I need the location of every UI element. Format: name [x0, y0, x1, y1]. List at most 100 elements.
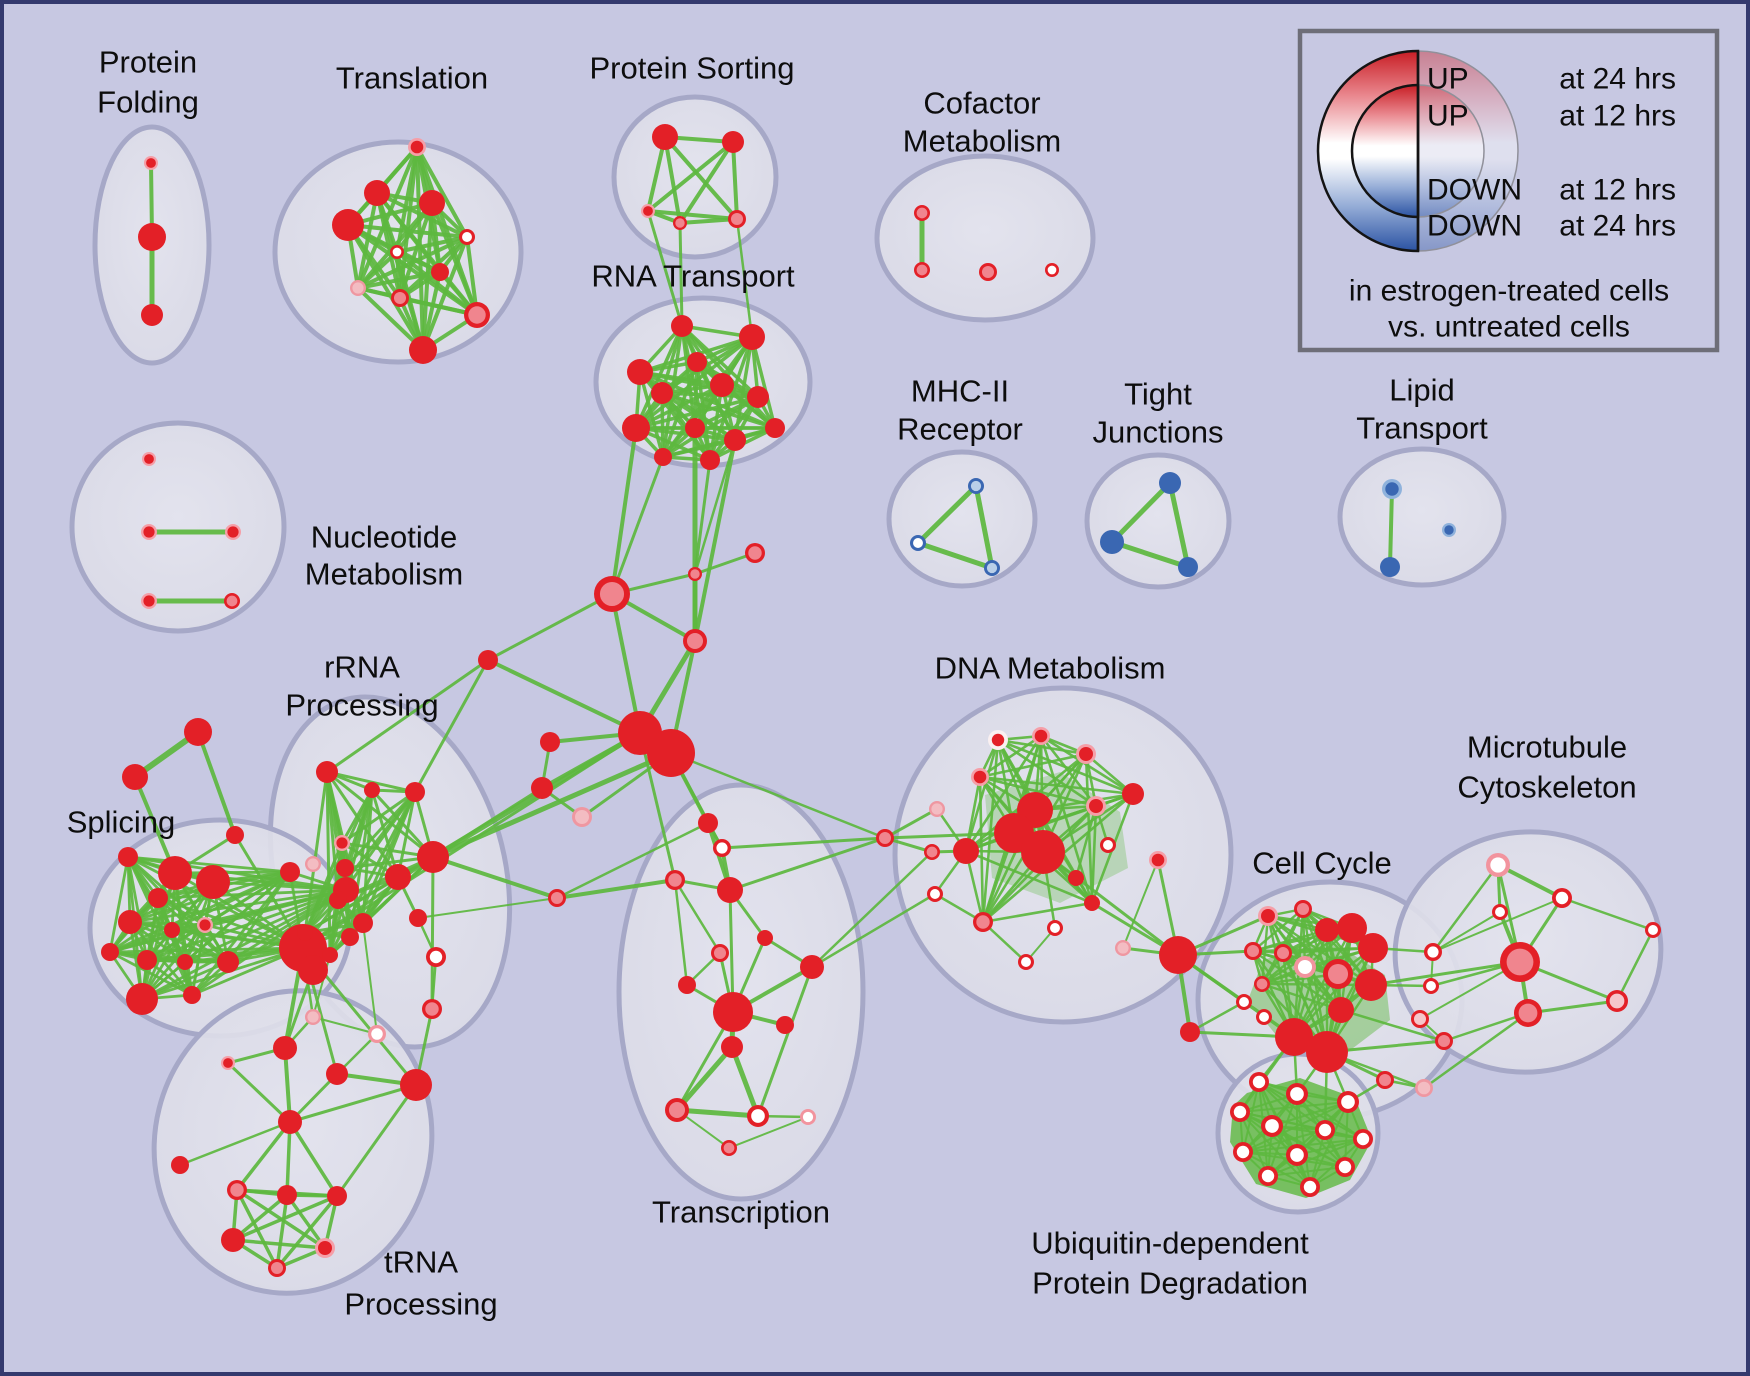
node-rr1: [316, 761, 338, 783]
edge: [678, 217, 739, 225]
cluster-ellipse-lipid-transport: [1337, 446, 1507, 588]
node-core-ps4: [675, 218, 685, 228]
edge: [1239, 1111, 1269, 1177]
edge: [145, 923, 207, 962]
node-sp8: [118, 910, 142, 934]
node-core-mh3: [986, 562, 998, 574]
node-sp11: [101, 943, 119, 961]
cluster-label: Transcription: [652, 1195, 830, 1230]
node-cx1: [1159, 936, 1197, 974]
node-core-cc22: [1378, 1073, 1392, 1087]
edge: [1281, 946, 1375, 955]
node-rr3: [405, 782, 425, 802]
cluster-label: Protein Sorting: [589, 51, 794, 86]
edge: [226, 1061, 292, 1124]
edge: [486, 592, 614, 662]
edge: [396, 790, 417, 879]
cluster-label: MHC-II: [911, 374, 1009, 409]
node-core-ub5: [1265, 1119, 1279, 1133]
edge: [1109, 539, 1191, 570]
node-tn9: [327, 1186, 347, 1206]
edge: [973, 483, 995, 571]
node-core-ub3: [1341, 1095, 1355, 1109]
edge: [1109, 480, 1173, 545]
edge: [126, 855, 292, 874]
node-rr9: [329, 891, 347, 909]
node-tj2: [1100, 530, 1124, 554]
cluster-label: tRNA: [384, 1245, 458, 1280]
cluster-label: Transport: [1356, 411, 1488, 446]
node-core-mc6: [1518, 1003, 1538, 1023]
node-core-ch1: [690, 569, 700, 579]
edge: [340, 790, 417, 845]
cluster-label: Processing: [344, 1287, 497, 1322]
node-core-nm4: [143, 595, 155, 607]
cluster-label: Microtubule: [1467, 730, 1627, 765]
node-tn4: [400, 1069, 432, 1101]
edge: [1090, 804, 1098, 905]
edge: [555, 878, 677, 900]
node-core-rr4: [336, 837, 348, 849]
node-rt6: [710, 373, 734, 397]
cluster-label: Folding: [97, 85, 199, 120]
legend-time-label: at 12 hrs: [1559, 174, 1676, 207]
cluster-ellipse-nucleotide-metabolism: [69, 420, 287, 634]
node-core-cc6: [1246, 944, 1260, 958]
edge: [1526, 999, 1619, 1015]
edge: [285, 1120, 292, 1197]
node-tl7: [431, 263, 449, 281]
node-cc16: [1306, 1031, 1348, 1073]
edge: [610, 455, 665, 596]
edge: [275, 1194, 339, 1270]
node-tj3: [1178, 557, 1198, 577]
edge: [634, 426, 737, 442]
edge: [465, 235, 479, 317]
node-core-lp1: [1385, 482, 1399, 496]
cluster-label: Splicing: [67, 805, 176, 840]
node-core-cc19: [1413, 1012, 1427, 1026]
edge: [1122, 859, 1159, 949]
cluster-label: rRNA: [324, 650, 400, 685]
cluster-label: DNA Metabolism: [935, 651, 1166, 686]
node-sp3: [226, 826, 244, 844]
edge: [646, 209, 739, 221]
node-rt11: [765, 418, 785, 438]
node-sp7: [148, 888, 168, 908]
edge: [610, 592, 642, 735]
edge: [325, 770, 417, 794]
node-core-cc2: [1296, 902, 1310, 916]
node-core-dm8: [1151, 853, 1165, 867]
edge: [133, 775, 177, 875]
legend-time-label: at 24 hrs: [1559, 210, 1676, 243]
node-pf2: [138, 223, 166, 251]
edge: [731, 140, 739, 221]
edge: [126, 855, 207, 927]
edge: [1309, 1101, 1349, 1188]
node-rt8: [622, 414, 650, 442]
edge: [660, 391, 760, 399]
edge: [301, 855, 435, 950]
node-sp13: [177, 954, 193, 970]
node-tx6: [757, 930, 773, 946]
cluster-label: Cell Cycle: [1252, 846, 1392, 881]
edge: [413, 658, 490, 794]
node-rr2: [364, 782, 380, 798]
node-core-ub12: [1303, 1180, 1317, 1194]
edge: [669, 751, 887, 840]
node-core-mc1: [1490, 857, 1506, 873]
edge: [1296, 1138, 1364, 1156]
node-core-cf3: [981, 265, 995, 279]
edge: [325, 770, 332, 957]
edge: [673, 878, 689, 987]
node-ps1: [652, 124, 678, 150]
edge: [610, 426, 638, 596]
node-core-tn7: [230, 1183, 244, 1197]
legend-box: [1297, 28, 1720, 353]
edge: [415, 145, 469, 239]
node-core-ub11: [1261, 1169, 1275, 1183]
node-sp6: [118, 847, 138, 867]
node-cc14: [1328, 997, 1354, 1023]
node-dm18: [1084, 895, 1100, 911]
edge: [231, 1238, 327, 1250]
